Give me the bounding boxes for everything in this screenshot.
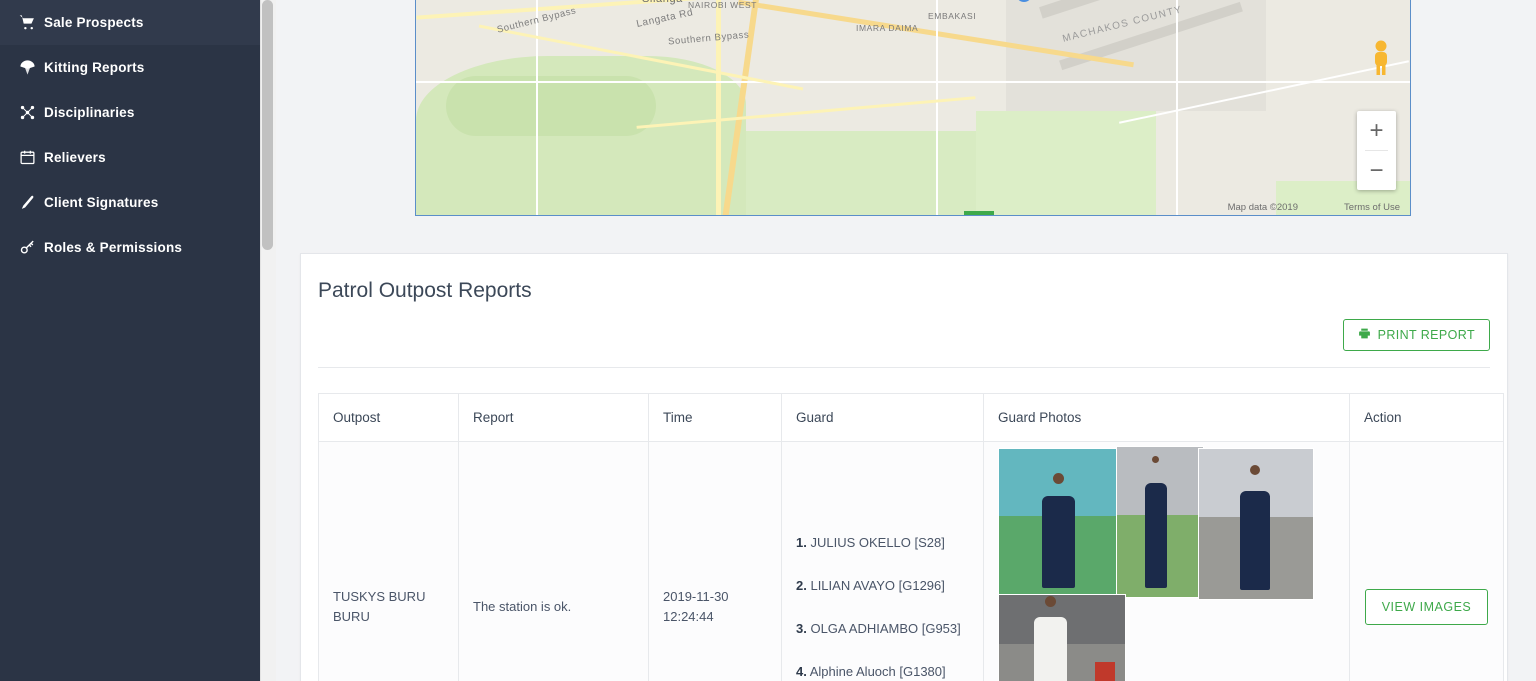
guard-name: JULIUS OKELLO [S28] (810, 534, 945, 550)
sidebar-item-kitting-reports[interactable]: Kitting Reports (0, 45, 260, 90)
parachute-icon (10, 59, 44, 76)
street-view-pegman-icon[interactable] (1366, 39, 1396, 77)
table-row: TUSKYS BURU BURU The station is ok. 2019… (318, 441, 1504, 681)
guard-list-item: 3. OLGA ADHIAMBO [G953] (796, 621, 969, 636)
guard-name: OLGA ADHIAMBO [G953] (810, 620, 961, 636)
zoom-out-button[interactable]: − (1369, 156, 1384, 184)
cell-guard: 1. JULIUS OKELLO [S28] 2. LILIAN AVAYO [… (781, 441, 984, 681)
reports-table: Outpost Report Time Guard Guard Photos A… (318, 393, 1504, 681)
map-label: EMBAKASI (928, 11, 977, 21)
cell-guard-photos (983, 441, 1350, 681)
page-scrollbar-thumb[interactable] (262, 0, 273, 250)
map-label: Silanga (642, 0, 683, 5)
map-canvas[interactable]: KAWANGWARE LAVINGTON MAZIWA KILIMANI DON… (416, 0, 1410, 215)
map-label: NAIROBI WEST (688, 0, 758, 10)
sidebar-item-label: Roles & Permissions (44, 240, 183, 255)
guard-list-item: 2. LILIAN AVAYO [G1296] (796, 578, 969, 593)
patrol-outpost-reports-panel: Patrol Outpost Reports PRINT REPORT Outp… (300, 253, 1508, 681)
cell-time: 2019-11-30 12:24:44 (648, 441, 782, 681)
column-header-report: Report (458, 393, 649, 442)
map-label: Ngong ForestSanctuary (456, 0, 515, 1)
guard-photo[interactable] (998, 594, 1126, 681)
cell-outpost: TUSKYS BURU BURU (318, 441, 459, 681)
column-header-time: Time (648, 393, 782, 442)
map-terms-link[interactable]: Terms of Use (1344, 202, 1400, 213)
guard-photo[interactable] (1116, 446, 1204, 598)
sidebar-item-disciplinaries[interactable]: Disciplinaries (0, 90, 260, 135)
guard-list-item: 1. JULIUS OKELLO [S28] (796, 535, 969, 550)
guard-index: 3. (796, 620, 807, 636)
guard-index: 4. (796, 663, 807, 679)
guard-photo-collage[interactable] (998, 446, 1318, 681)
guard-photo[interactable] (1198, 448, 1314, 600)
sidebar-item-client-signatures[interactable]: Client Signatures (0, 180, 260, 225)
pen-icon (10, 194, 44, 211)
print-report-button[interactable]: PRINT REPORT (1342, 319, 1490, 351)
network-icon (10, 104, 44, 121)
sidebar-item-label: Disciplinaries (44, 105, 135, 120)
divider (318, 367, 1490, 368)
sidebar-item-label: Client Signatures (44, 195, 159, 210)
column-header-guard-photos: Guard Photos (983, 393, 1350, 442)
calendar-icon (10, 149, 44, 166)
column-header-guard: Guard (781, 393, 984, 442)
sidebar-item-label: Kitting Reports (44, 60, 145, 75)
main-content: KAWANGWARE LAVINGTON MAZIWA KILIMANI DON… (276, 0, 1536, 681)
map-label: IMARA DAIMA (856, 23, 919, 33)
report-text: The station is ok. (473, 599, 572, 614)
sidebar: Sale Prospects Kitting Reports Disciplin… (0, 0, 260, 681)
guard-photo[interactable] (998, 448, 1126, 598)
sidebar-item-roles-permissions[interactable]: Roles & Permissions (0, 225, 260, 270)
cell-report: The station is ok. (458, 441, 649, 681)
key-icon (10, 239, 44, 256)
divider (1365, 150, 1388, 151)
sidebar-item-relievers[interactable]: Relievers (0, 135, 260, 180)
sidebar-item-label: Sale Prospects (44, 15, 144, 30)
cell-action: VIEW IMAGES (1349, 441, 1504, 681)
zoom-in-button[interactable]: + (1369, 116, 1384, 144)
report-time: 2019-11-30 12:24:44 (663, 588, 729, 624)
guard-name: Alphine Aluoch [G1380] (809, 663, 946, 679)
view-images-button[interactable]: VIEW IMAGES (1364, 588, 1489, 625)
guard-index: 2. (796, 577, 807, 593)
map-edge-marker (964, 211, 994, 215)
column-header-action: Action (1349, 393, 1504, 442)
column-header-outpost: Outpost (318, 393, 459, 442)
guard-index: 1. (796, 534, 807, 550)
sidebar-item-sale-prospects[interactable]: Sale Prospects (0, 0, 260, 45)
print-report-label: PRINT REPORT (1377, 328, 1475, 342)
map-zoom-control[interactable]: + − (1357, 111, 1396, 190)
page-title: Patrol Outpost Reports (318, 279, 532, 302)
outpost-name: TUSKYS BURU BURU (333, 588, 426, 624)
sidebar-item-label: Relievers (44, 150, 106, 165)
guard-list-item: 4. Alphine Aluoch [G1380] (796, 664, 969, 679)
printer-icon (1358, 327, 1371, 343)
map-attribution: Map data ©2019 (1227, 202, 1298, 213)
table-header-row: Outpost Report Time Guard Guard Photos A… (318, 393, 1504, 442)
guard-name: LILIAN AVAYO [G1296] (810, 577, 945, 593)
airport-icon (1016, 0, 1032, 2)
map-widget[interactable]: KAWANGWARE LAVINGTON MAZIWA KILIMANI DON… (415, 0, 1411, 216)
cart-icon (10, 14, 44, 31)
